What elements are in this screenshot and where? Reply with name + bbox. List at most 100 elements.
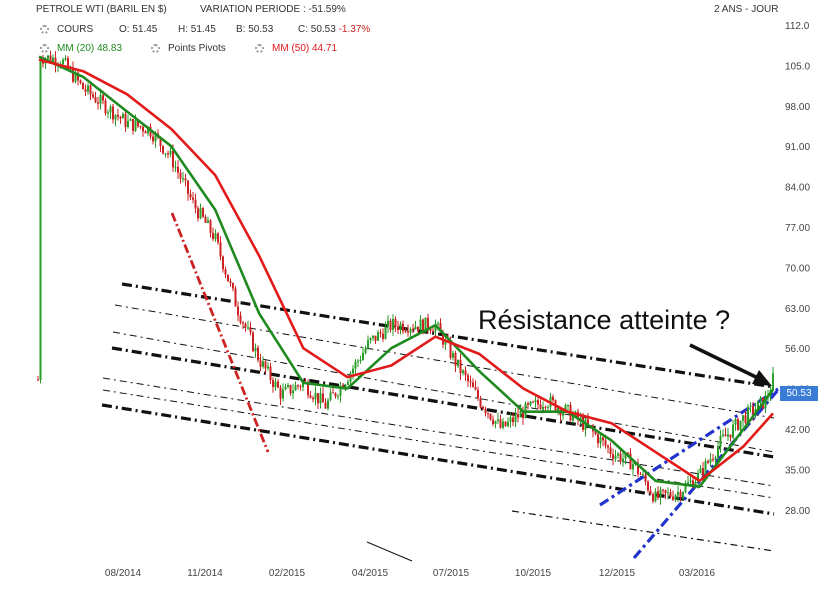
candle-body [322, 393, 324, 403]
candle-body [252, 332, 254, 352]
candle-body [499, 419, 502, 428]
candle-body [359, 359, 362, 361]
candle-body [214, 233, 217, 240]
candle-body [717, 446, 719, 458]
candle-body [469, 381, 472, 383]
candle-body [194, 199, 197, 209]
gear-icon[interactable] [151, 44, 160, 53]
candle-body [189, 193, 192, 198]
candle-body [354, 361, 357, 369]
candle-body [462, 370, 464, 374]
candle-body [602, 437, 604, 441]
candle-body [264, 361, 267, 369]
candle-body [624, 452, 627, 459]
candle-body [362, 352, 364, 360]
candle-body [274, 381, 277, 388]
variation-period: VARIATION PERIODE : -51.59% [200, 4, 346, 15]
candle-body [239, 315, 242, 323]
candle-body [509, 417, 512, 422]
candle-body [72, 67, 74, 82]
candle-body [179, 172, 182, 179]
candle-body [409, 328, 412, 333]
candle-body [437, 323, 439, 325]
candle-body [192, 197, 194, 200]
candle-body [689, 480, 692, 483]
candle-body [492, 419, 494, 425]
candle-body [319, 393, 322, 404]
candle-body [527, 403, 529, 406]
candle-body [299, 386, 302, 388]
candle-body [287, 385, 289, 387]
candle-body [52, 57, 54, 63]
channel-line [114, 304, 775, 419]
candle-body [152, 136, 154, 142]
candle-body [709, 459, 712, 463]
candle-body [127, 120, 129, 128]
moving-averages [38, 55, 775, 488]
candle-body [84, 89, 87, 92]
candle-body [412, 328, 414, 330]
gear-icon[interactable] [40, 25, 49, 34]
candle-body [204, 216, 207, 223]
candle-body [254, 347, 257, 352]
candle-body [732, 424, 734, 438]
candle-body [137, 120, 139, 127]
candle-body [207, 220, 209, 223]
candle-body [514, 414, 517, 423]
candle-body [652, 493, 654, 502]
candle-body [297, 385, 299, 387]
candle-body [439, 323, 442, 333]
instrument-title: PETROLE WTI (BARIL EN $) [36, 4, 167, 15]
candle-body [222, 256, 224, 270]
channel-line [102, 389, 775, 499]
arrow-head [752, 370, 772, 386]
gear-icon[interactable] [255, 44, 264, 53]
candle-body [489, 413, 492, 420]
candle-body [104, 100, 107, 114]
candle-body [227, 274, 229, 282]
candle-body [539, 404, 542, 409]
candle-body [334, 393, 337, 397]
candle-body [572, 414, 574, 421]
period-label[interactable]: 2 ANS - JOUR [714, 4, 779, 15]
candle-body [197, 208, 199, 219]
candle-body [444, 339, 447, 345]
candle-body [659, 489, 662, 498]
candle-body [187, 180, 189, 194]
candle-body [622, 458, 624, 462]
candle-body [644, 474, 647, 482]
candle-body [702, 468, 704, 476]
candle-body [604, 440, 607, 446]
y-tick-label: 28.00 [785, 506, 810, 517]
close-value: C: 50.53 -1.37% [298, 24, 370, 35]
y-tick-label: 56.00 [785, 344, 810, 355]
candle-body [202, 208, 204, 217]
candle-body [389, 320, 392, 330]
y-tick-label: 112.0 [785, 21, 810, 32]
candle-body [729, 434, 732, 438]
candle-body [614, 455, 617, 459]
candle-body [474, 387, 477, 390]
candle-body [387, 320, 389, 327]
candle-body [77, 72, 79, 81]
candle-body [112, 106, 114, 120]
channel-line [112, 331, 775, 453]
candle-body [662, 489, 664, 491]
candle-body [352, 368, 354, 374]
gear-icon[interactable] [40, 44, 49, 53]
candle-body [289, 385, 292, 394]
candle-body [107, 112, 109, 114]
low-value: B: 50.53 [236, 24, 274, 35]
candle-body [382, 333, 384, 339]
candle-body [672, 496, 674, 500]
candle-body [419, 319, 422, 331]
candle-body [67, 58, 69, 69]
candle-body [402, 323, 404, 332]
candle-body [92, 94, 94, 98]
candle-body [262, 361, 264, 367]
y-tick-label: 105.0 [785, 61, 810, 72]
candle-body [284, 386, 287, 390]
candle-body [722, 434, 724, 436]
y-tick-label: 98.00 [785, 102, 810, 113]
candle-body [427, 317, 429, 330]
